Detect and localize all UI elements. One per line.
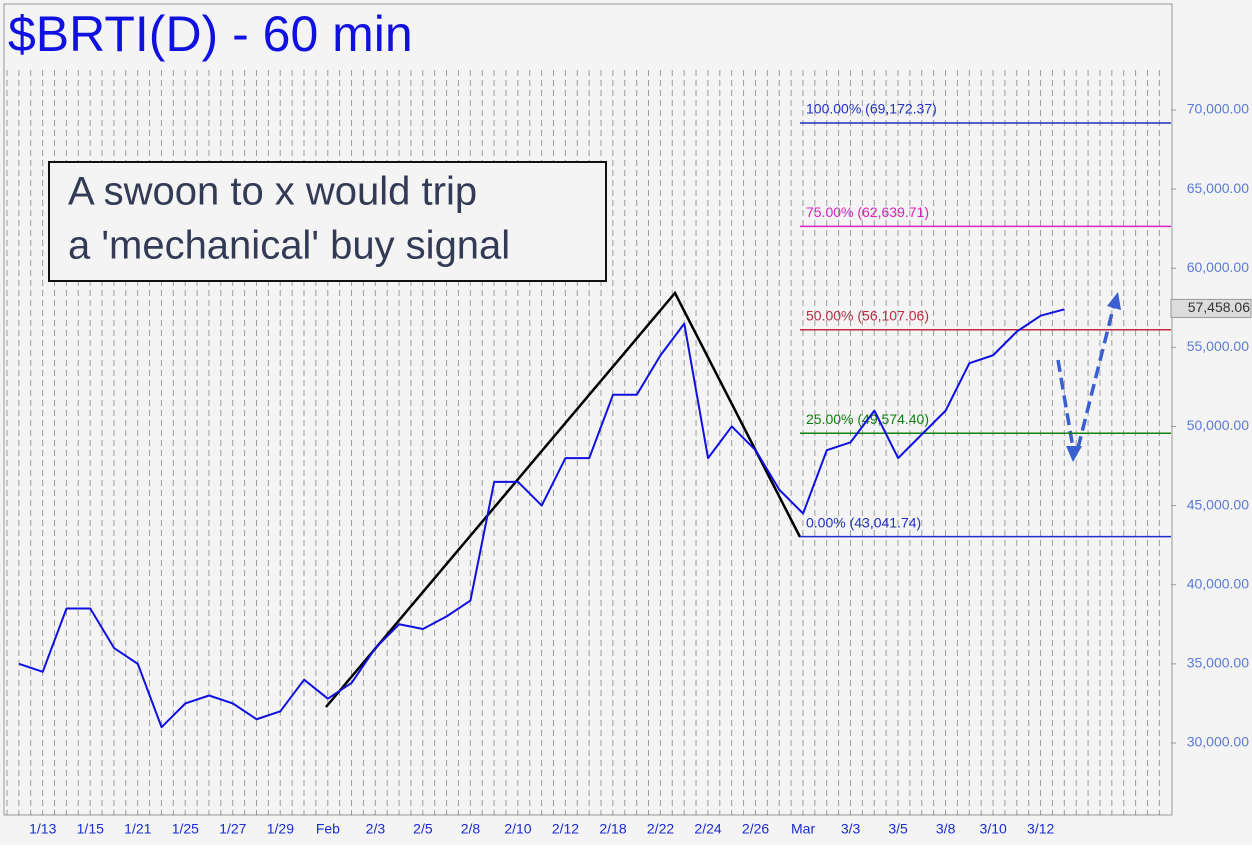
x-tick-label: 1/29 — [267, 821, 294, 837]
x-tick-label: Mar — [791, 821, 815, 837]
annotation-text: A swoon to x would trip — [68, 170, 477, 214]
x-tick-label: 2/5 — [413, 821, 433, 837]
y-tick-label: 45,000.00 — [1187, 496, 1249, 512]
x-tick-label: 1/25 — [172, 821, 199, 837]
plot-frame — [3, 3, 1173, 816]
chart-title: $BRTI(D) - 60 min — [8, 6, 413, 62]
fib-label: 75.00% (62,639.71) — [806, 204, 929, 220]
x-tick-label: 2/8 — [461, 821, 481, 837]
fib-label: 100.00% (69,172.37) — [806, 101, 937, 117]
y-tick-label: 35,000.00 — [1187, 655, 1249, 671]
arrow-head — [1107, 292, 1121, 310]
y-tick-label: 70,000.00 — [1187, 101, 1249, 117]
x-tick-label: 1/13 — [29, 821, 56, 837]
last-price-box — [1170, 298, 1252, 318]
x-tick-label: 2/10 — [504, 821, 531, 837]
fib-label: 0.00% (43,041.74) — [806, 514, 921, 530]
arrow-head — [1066, 446, 1082, 462]
x-tick-label: 2/12 — [552, 821, 579, 837]
annotation-text: a 'mechanical' buy signal — [68, 224, 510, 268]
x-tick-label: 3/8 — [936, 821, 956, 837]
x-tick-label: 2/18 — [599, 821, 626, 837]
x-tick-label: 3/12 — [1027, 821, 1054, 837]
x-tick-label: 1/21 — [124, 821, 151, 837]
fib-label: 50.00% (56,107.06) — [806, 308, 929, 324]
x-tick-label: 2/26 — [742, 821, 769, 837]
x-tick-label: 1/15 — [77, 821, 104, 837]
x-tick-label: 2/22 — [647, 821, 674, 837]
annotation-box — [48, 161, 607, 282]
last-price-label: 57,458.06 — [1188, 299, 1250, 315]
y-tick-label: 40,000.00 — [1187, 575, 1249, 591]
y-tick-label: 30,000.00 — [1187, 734, 1249, 750]
x-tick-label: 3/10 — [980, 821, 1007, 837]
forecast-up — [1076, 304, 1116, 449]
x-tick-label: 2/3 — [366, 821, 386, 837]
x-tick-label: Feb — [316, 821, 340, 837]
x-tick-label: 3/3 — [841, 821, 861, 837]
y-tick-label: 50,000.00 — [1187, 417, 1249, 433]
x-tick-label: 1/27 — [219, 821, 246, 837]
y-tick-label: 65,000.00 — [1187, 180, 1249, 196]
x-tick-label: 2/24 — [694, 821, 721, 837]
x-tick-label: 3/5 — [888, 821, 908, 837]
y-tick-label: 60,000.00 — [1187, 259, 1249, 275]
price-line — [18, 308, 1065, 729]
y-tick-label: 55,000.00 — [1187, 338, 1249, 354]
